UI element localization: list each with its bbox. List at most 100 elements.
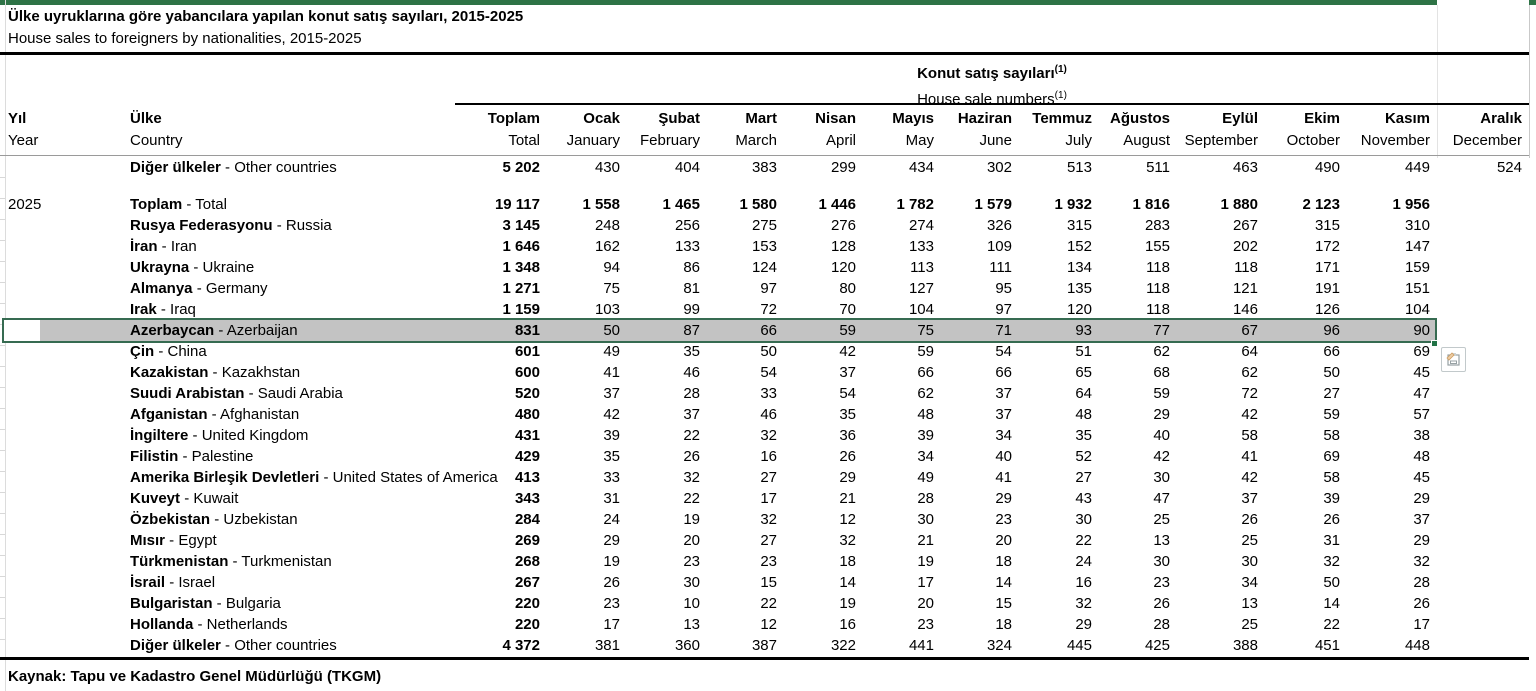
month-value-cell[interactable]: 54 xyxy=(995,343,1012,360)
month-value-cell[interactable]: 50 xyxy=(1323,364,1340,381)
month-value-cell[interactable]: 12 xyxy=(839,511,856,528)
month-value-cell[interactable]: 118 xyxy=(1146,259,1170,276)
total-value-cell[interactable]: 284 xyxy=(514,511,540,528)
year-cell[interactable] xyxy=(0,446,130,467)
month-value-cell[interactable]: 15 xyxy=(995,595,1012,612)
country-cell[interactable]: Mısır - Egypt xyxy=(130,530,455,551)
month-value-cell[interactable]: 41 xyxy=(1241,448,1258,465)
table-row-israel[interactable]: İsrail - Israel 267 26 30 15 14 17 14 16 23 34 50 28 xyxy=(0,572,1529,593)
month-value-cell[interactable]: 1 465 xyxy=(662,196,700,213)
year-cell[interactable] xyxy=(0,425,130,446)
month-value-cell[interactable]: 30 xyxy=(1241,553,1258,570)
year-cell[interactable] xyxy=(0,299,130,320)
table-row-united-states-of-america[interactable]: Amerika Birleşik Devletleri - United Sta… xyxy=(0,467,1529,488)
table-row-bulgaria[interactable]: Bulgaristan - Bulgaria 220 23 10 22 19 20 15 32 2… xyxy=(0,593,1529,614)
month-value-cell[interactable] xyxy=(1430,488,1522,509)
month-value-cell[interactable]: 28 xyxy=(1153,616,1170,633)
month-value-cell[interactable]: 48 xyxy=(1413,448,1430,465)
month-value-cell[interactable]: 13 xyxy=(1153,532,1170,549)
country-cell[interactable]: Özbekistan - Uzbekistan xyxy=(130,509,455,530)
table-row-russia[interactable]: Rusya Federasyonu - Russia 3 145 248 256 275… xyxy=(0,215,1529,236)
month-value-cell[interactable]: 322 xyxy=(830,637,856,654)
month-value-cell[interactable]: 128 xyxy=(830,238,856,255)
month-value-cell[interactable]: 49 xyxy=(603,343,620,360)
month-value-cell[interactable]: 267 xyxy=(1232,217,1258,234)
month-value-cell[interactable]: 34 xyxy=(1241,574,1258,591)
month-value-cell[interactable]: 387 xyxy=(751,637,777,654)
month-value-cell[interactable]: 23 xyxy=(995,511,1012,528)
month-value-cell[interactable] xyxy=(1430,278,1522,299)
table-row-turkmenistan[interactable]: Türkmenistan - Turkmenistan 268 19 23 23 18 19… xyxy=(0,551,1529,572)
month-value-cell[interactable]: 146 xyxy=(1232,301,1258,318)
month-value-cell[interactable]: 66 xyxy=(917,364,934,381)
month-value-cell[interactable]: 18 xyxy=(995,616,1012,633)
month-value-cell[interactable]: 32 xyxy=(1075,595,1092,612)
month-value-cell[interactable] xyxy=(1430,467,1522,488)
month-value-cell[interactable]: 191 xyxy=(1314,280,1340,297)
total-value-cell[interactable]: 343 xyxy=(514,490,540,507)
month-value-cell[interactable]: 14 xyxy=(839,574,856,591)
month-value-cell[interactable]: 1 782 xyxy=(896,196,934,213)
table-row-afghanistan[interactable]: Afganistan - Afghanistan 480 42 37 46 35 48 37 4… xyxy=(0,404,1529,425)
month-value-cell[interactable]: 25 xyxy=(1241,616,1258,633)
month-value-cell[interactable]: 42 xyxy=(1241,469,1258,486)
month-value-cell[interactable]: 51 xyxy=(1075,343,1092,360)
month-value-cell[interactable]: 66 xyxy=(1323,343,1340,360)
month-value-cell[interactable] xyxy=(1430,194,1522,215)
month-value-cell[interactable]: 120 xyxy=(1066,301,1092,318)
month-value-cell[interactable]: 17 xyxy=(917,574,934,591)
table-row-united-kingdom[interactable]: İngiltere - United Kingdom 431 39 22 32 36 39 3… xyxy=(0,425,1529,446)
month-value-cell[interactable]: 67 xyxy=(1241,322,1258,339)
month-value-cell[interactable]: 118 xyxy=(1234,259,1258,276)
table-row-other-countries[interactable]: Diğer ülkeler - Other countries 5 202 430 4… xyxy=(0,157,1529,178)
month-value-cell[interactable]: 16 xyxy=(839,616,856,633)
year-cell[interactable] xyxy=(0,257,130,278)
month-value-cell[interactable]: 24 xyxy=(603,511,620,528)
country-cell[interactable]: İngiltere - United Kingdom xyxy=(130,425,455,446)
month-value-cell[interactable]: 153 xyxy=(751,238,777,255)
year-cell[interactable] xyxy=(0,530,130,551)
month-value-cell[interactable]: 425 xyxy=(1144,637,1170,654)
month-value-cell[interactable]: 39 xyxy=(917,427,934,444)
month-value-cell[interactable]: 104 xyxy=(908,301,934,318)
month-value-cell[interactable]: 65 xyxy=(1075,364,1092,381)
month-value-cell[interactable]: 29 xyxy=(839,469,856,486)
country-cell[interactable]: Çin - China xyxy=(130,341,455,362)
month-value-cell[interactable]: 40 xyxy=(995,448,1012,465)
month-value-cell[interactable]: 30 xyxy=(1153,553,1170,570)
month-value-cell[interactable]: 121 xyxy=(1232,280,1258,297)
month-value-cell[interactable]: 58 xyxy=(1323,427,1340,444)
month-value-cell[interactable]: 59 xyxy=(839,322,856,339)
month-value-cell[interactable]: 50 xyxy=(603,322,620,339)
year-cell[interactable]: 2025 xyxy=(8,196,42,213)
month-value-cell[interactable]: 13 xyxy=(683,616,700,633)
month-value-cell[interactable]: 171 xyxy=(1314,259,1340,276)
country-cell[interactable]: Diğer ülkeler - Other countries xyxy=(130,635,455,656)
year-cell[interactable] xyxy=(0,614,130,635)
month-value-cell[interactable]: 58 xyxy=(1241,427,1258,444)
month-value-cell[interactable]: 10 xyxy=(683,595,700,612)
month-value-cell[interactable]: 172 xyxy=(1314,238,1340,255)
month-value-cell[interactable]: 64 xyxy=(1075,385,1092,402)
month-value-cell[interactable]: 147 xyxy=(1404,238,1430,255)
year-cell[interactable] xyxy=(0,551,130,572)
month-value-cell[interactable]: 109 xyxy=(986,238,1012,255)
country-cell[interactable]: Toplam - Total xyxy=(130,194,455,215)
country-cell[interactable]: Diğer ülkeler - Other countries xyxy=(130,157,455,178)
month-value-cell[interactable]: 28 xyxy=(917,490,934,507)
month-value-cell[interactable]: 37 xyxy=(1413,511,1430,528)
month-value-cell[interactable]: 70 xyxy=(839,301,856,318)
month-value-cell[interactable]: 66 xyxy=(995,364,1012,381)
month-value-cell[interactable]: 19 xyxy=(603,553,620,570)
month-value-cell[interactable]: 1 580 xyxy=(739,196,777,213)
month-value-cell[interactable]: 23 xyxy=(760,553,777,570)
total-value-cell[interactable]: 480 xyxy=(514,406,540,423)
month-value-cell[interactable]: 22 xyxy=(683,427,700,444)
month-value-cell[interactable]: 50 xyxy=(760,343,777,360)
total-value-cell[interactable]: 520 xyxy=(514,385,540,402)
month-value-cell[interactable]: 32 xyxy=(839,532,856,549)
month-value-cell[interactable]: 19 xyxy=(839,595,856,612)
month-value-cell[interactable]: 32 xyxy=(1323,553,1340,570)
month-value-cell[interactable]: 35 xyxy=(683,343,700,360)
month-value-cell[interactable]: 97 xyxy=(995,301,1012,318)
